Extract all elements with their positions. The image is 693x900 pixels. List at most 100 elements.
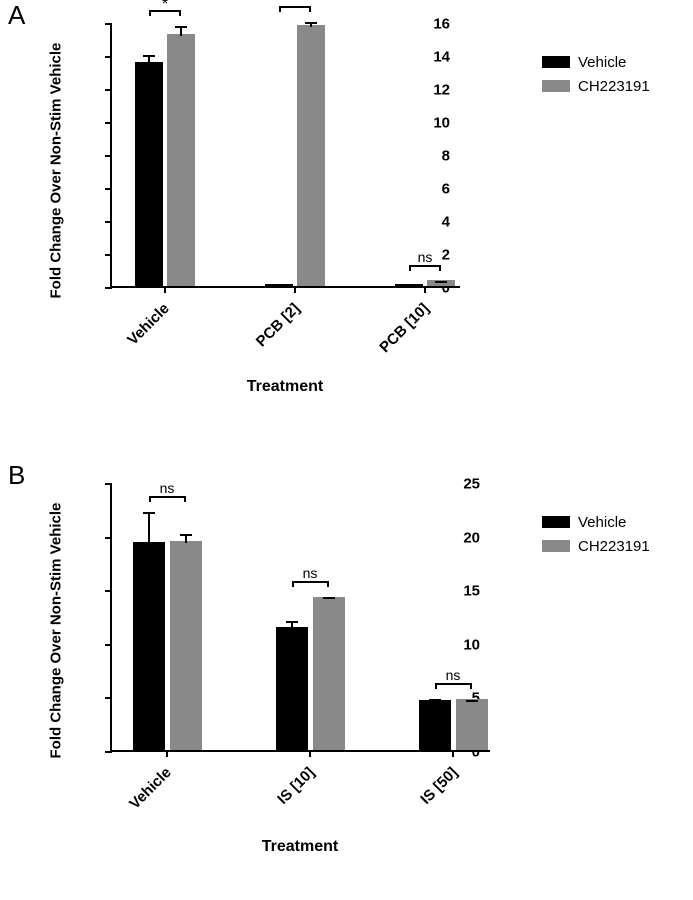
chart-b-x-label: Treatment [110, 838, 490, 856]
error-bar [148, 512, 150, 544]
y-tick [105, 155, 112, 157]
panel-b: B Fold Change Over Non-Stim Vehicle 0510… [0, 460, 693, 900]
panel-a: A Fold Change Over Non-Stim Vehicle 0246… [0, 0, 693, 440]
chart-a: Fold Change Over Non-Stim Vehicle 024681… [0, 0, 693, 440]
y-tick [105, 56, 112, 58]
x-tick-label: PCB [2] [253, 300, 303, 350]
error-cap [143, 55, 155, 57]
x-tick [294, 286, 296, 293]
x-tick [452, 750, 454, 757]
y-tick [105, 590, 112, 592]
x-tick [164, 286, 166, 293]
bar-ch [170, 541, 202, 750]
significance-bracket [409, 265, 441, 267]
significance-bracket-tip [470, 683, 472, 689]
y-tick-label: 10 [463, 636, 480, 653]
x-tick-label: Vehicle [126, 764, 175, 813]
y-tick-label: 14 [433, 49, 450, 66]
significance-bracket-tip [409, 265, 411, 271]
y-tick-label: 6 [442, 181, 450, 198]
legend-swatch-vehicle [542, 56, 570, 68]
legend-swatch-ch-b [542, 540, 570, 552]
y-tick [105, 254, 112, 256]
y-tick [105, 221, 112, 223]
y-tick [105, 537, 112, 539]
y-tick [105, 122, 112, 124]
error-cap [180, 534, 192, 536]
y-tick [105, 644, 112, 646]
x-tick-label: IS [10] [274, 764, 318, 808]
y-tick [105, 188, 112, 190]
significance-bracket-tip [435, 683, 437, 689]
bar-vehicle [135, 62, 163, 286]
chart-a-y-label: Fold Change Over Non-Stim Vehicle [48, 19, 65, 299]
bar-ch [297, 25, 325, 286]
significance-label: ns [303, 565, 318, 581]
y-tick [105, 89, 112, 91]
significance-label: **** [283, 0, 308, 10]
significance-label: ns [418, 249, 433, 265]
significance-bracket-tip [179, 10, 181, 16]
x-tick-label: Vehicle [124, 300, 173, 349]
error-cap [466, 700, 478, 702]
x-tick-label: PCB [10] [377, 300, 433, 356]
significance-bracket [435, 683, 472, 685]
error-cap [143, 512, 155, 514]
significance-label: * [162, 0, 168, 14]
y-tick-label: 2 [442, 247, 450, 264]
x-tick [424, 286, 426, 293]
y-tick [105, 483, 112, 485]
error-cap [323, 597, 335, 599]
legend-swatch-ch [542, 80, 570, 92]
chart-b-plot: 0510152025VehiclensIS [10]nsIS [50]ns [110, 484, 490, 752]
significance-bracket-tip [149, 496, 151, 502]
significance-bracket [149, 496, 186, 498]
y-tick-label: 12 [433, 82, 450, 99]
error-cap [305, 22, 317, 24]
significance-bracket-tip [279, 6, 281, 12]
significance-bracket-tip [292, 581, 294, 587]
x-tick [166, 750, 168, 757]
legend-label-ch-b: CH223191 [578, 538, 650, 555]
error-cap [429, 699, 441, 701]
error-cap [286, 621, 298, 623]
error-cap [175, 26, 187, 28]
chart-a-x-label: Treatment [110, 378, 460, 396]
x-tick [309, 750, 311, 757]
bar-vehicle [265, 284, 293, 286]
bar-vehicle [276, 627, 308, 750]
y-tick [105, 23, 112, 25]
legend-label-vehicle-b: Vehicle [578, 514, 626, 531]
y-tick-label: 4 [442, 214, 450, 231]
chart-a-plot: 0246810121416Vehicle*PCB [2]****PCB [10]… [110, 24, 460, 288]
bar-vehicle [419, 700, 451, 750]
significance-bracket-tip [184, 496, 186, 502]
y-tick [105, 751, 112, 753]
y-tick [105, 697, 112, 699]
significance-label: ns [160, 480, 175, 496]
significance-bracket [292, 581, 329, 583]
error-cap [435, 281, 447, 283]
y-tick-label: 25 [463, 476, 480, 493]
y-tick-label: 15 [463, 583, 480, 600]
chart-b: Fold Change Over Non-Stim Vehicle 051015… [0, 460, 693, 900]
y-tick [105, 287, 112, 289]
y-tick-label: 10 [433, 115, 450, 132]
y-tick-label: 20 [463, 529, 480, 546]
bar-vehicle [395, 284, 423, 286]
significance-bracket-tip [439, 265, 441, 271]
significance-label: ns [446, 667, 461, 683]
y-tick-label: 8 [442, 148, 450, 165]
significance-bracket-tip [149, 10, 151, 16]
y-tick-label: 16 [433, 16, 450, 33]
legend-label-vehicle: Vehicle [578, 54, 626, 71]
legend-label-ch: CH223191 [578, 78, 650, 95]
bar-ch [456, 699, 488, 750]
chart-b-y-label: Fold Change Over Non-Stim Vehicle [48, 479, 65, 759]
bar-ch [313, 597, 345, 750]
legend-swatch-vehicle-b [542, 516, 570, 528]
significance-bracket-tip [327, 581, 329, 587]
significance-bracket-tip [309, 6, 311, 12]
bar-vehicle [133, 542, 165, 750]
bar-ch [167, 34, 195, 286]
